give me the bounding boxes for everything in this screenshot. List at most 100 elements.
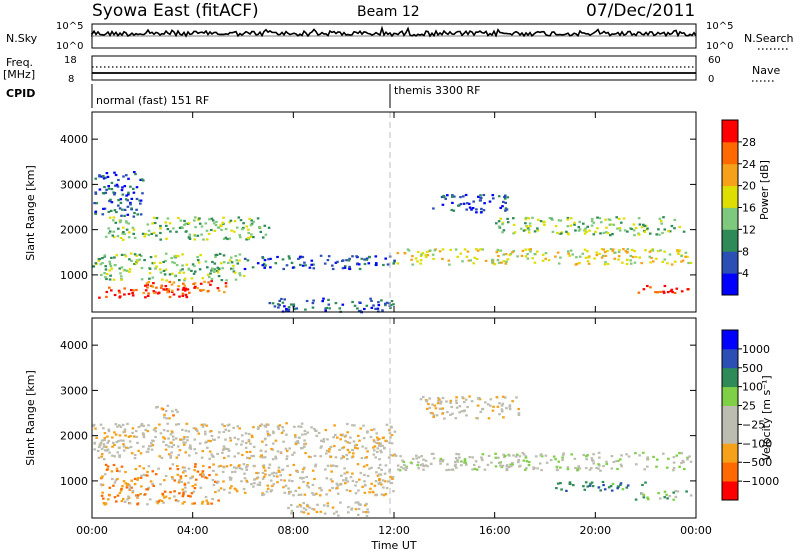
- range-cell: [178, 449, 182, 452]
- range-cell: [250, 219, 253, 222]
- range-cell: [510, 465, 513, 468]
- range-cell: [238, 274, 242, 277]
- range-cell: [120, 487, 123, 490]
- range-cell: [257, 472, 260, 475]
- range-cell: [323, 512, 327, 515]
- range-cell: [438, 459, 442, 463]
- range-cell: [264, 425, 268, 428]
- range-cell: [300, 477, 304, 480]
- range-cell: [585, 458, 588, 461]
- range-cell: [133, 211, 136, 215]
- range-cell: [146, 430, 150, 433]
- range-cell: [121, 497, 125, 500]
- range-cell: [533, 261, 537, 264]
- range-cell: [431, 412, 434, 415]
- range-cell: [681, 459, 685, 462]
- range-cell: [122, 175, 125, 178]
- range-cell: [288, 479, 291, 482]
- range-cell: [620, 454, 623, 457]
- range-cell: [165, 288, 169, 291]
- range-cell: [393, 259, 396, 262]
- range-cell: [351, 472, 354, 475]
- range-cell: [444, 197, 447, 200]
- range-cell: [181, 292, 185, 295]
- range-cell: [222, 466, 226, 469]
- range-cell: [372, 304, 375, 307]
- range-cell: [417, 467, 420, 470]
- range-cell: [159, 286, 163, 289]
- range-cell: [326, 259, 330, 262]
- range-cell: [363, 491, 367, 494]
- range-cell: [184, 451, 187, 454]
- range-cell: [111, 445, 114, 448]
- range-cell: [584, 481, 588, 484]
- range-cell: [326, 438, 329, 441]
- range-cell: [207, 281, 210, 284]
- range-cell: [152, 290, 156, 293]
- range-cell: [163, 273, 167, 276]
- range-cell: [496, 259, 500, 262]
- range-cell: [493, 263, 497, 266]
- range-cell: [162, 436, 165, 439]
- range-cell: [616, 459, 620, 462]
- range-cell: [170, 441, 173, 444]
- range-cell: [475, 468, 479, 471]
- range-cell: [244, 446, 248, 449]
- range-cell: [634, 452, 637, 455]
- range-cell: [363, 483, 367, 486]
- range-cell: [129, 434, 132, 438]
- range-cell: [145, 450, 149, 453]
- range-cell: [269, 479, 273, 482]
- range-cell: [192, 272, 196, 275]
- range-cell: [511, 463, 514, 466]
- range-cell: [259, 230, 263, 233]
- range-cell: [396, 252, 400, 255]
- range-cell: [140, 178, 144, 181]
- range-cell: [150, 448, 154, 451]
- range-cell: [132, 191, 136, 194]
- range-cell: [582, 485, 585, 488]
- range-cell: [231, 471, 234, 474]
- range-cell: [458, 411, 461, 414]
- range-cell: [499, 249, 503, 252]
- range-cell: [191, 502, 194, 505]
- range-cell: [229, 477, 233, 480]
- range-cell: [172, 443, 175, 447]
- range-cell: [353, 304, 357, 307]
- range-cell: [147, 465, 151, 468]
- colorbar-segment: [722, 273, 738, 296]
- range-cell: [98, 188, 102, 191]
- range-cell: [375, 471, 378, 474]
- range-cell: [152, 282, 155, 285]
- range-cell: [352, 452, 355, 455]
- range-cell: [129, 185, 132, 188]
- range-cell: [319, 455, 322, 458]
- range-cell: [315, 510, 319, 514]
- range-cell: [508, 254, 512, 257]
- range-cell: [171, 477, 174, 480]
- range-cell: [379, 473, 383, 476]
- range-cell: [200, 225, 204, 228]
- range-cell: [590, 220, 594, 223]
- range-cell: [116, 477, 119, 481]
- range-cell: [182, 471, 185, 474]
- range-cell: [376, 307, 380, 310]
- range-cell: [220, 224, 223, 227]
- range-cell: [354, 484, 357, 487]
- range-cell: [118, 446, 121, 449]
- range-cell: [144, 428, 147, 431]
- range-cell: [460, 410, 464, 413]
- range-cell: [233, 470, 237, 473]
- y-tick-label: 4000: [60, 339, 88, 352]
- range-cell: [651, 249, 655, 252]
- range-cell: [689, 494, 693, 497]
- range-cell: [431, 253, 435, 256]
- range-cell: [311, 507, 314, 510]
- range-cell: [159, 238, 162, 241]
- range-cell: [287, 492, 291, 495]
- range-cell: [655, 257, 658, 260]
- range-cell: [146, 283, 149, 286]
- range-cell: [193, 219, 196, 222]
- range-cell: [136, 259, 139, 262]
